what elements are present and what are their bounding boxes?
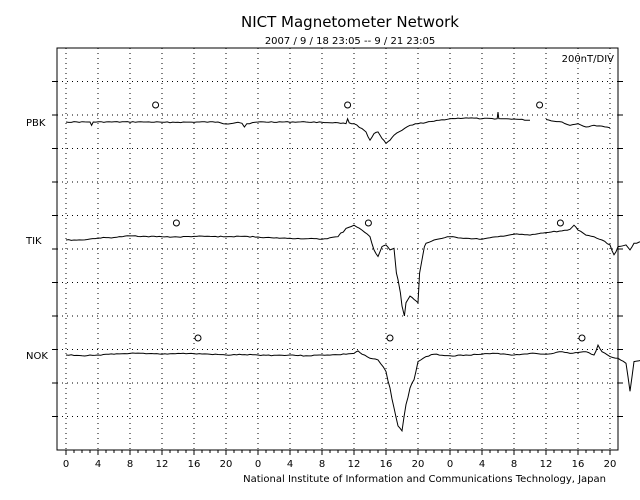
marker-tik — [172, 219, 180, 227]
x-tick-label: 12 — [540, 459, 553, 470]
chart-subtitle: 2007 / 9 / 18 23:05 -- 9 / 21 23:05 — [265, 36, 435, 47]
marker-pbk — [344, 101, 352, 109]
x-axis: 0 4 8 12 16 20 0 4 8 12 16 20 0 4 8 12 16 20 — [63, 450, 617, 470]
scale-label: 200nT/DIV — [562, 54, 615, 65]
marker-tik — [556, 219, 564, 227]
x-tick-label: 12 — [156, 459, 169, 470]
marker-pbk — [536, 101, 544, 109]
x-tick-label: 4 — [95, 459, 101, 470]
trace-nok — [65, 343, 640, 433]
station-label-pbk: PBK — [26, 118, 46, 129]
traces — [65, 112, 640, 433]
x-tick-label: 16 — [572, 459, 585, 470]
marker-tik — [364, 219, 372, 227]
marker-pbk — [152, 101, 160, 109]
x-tick-label: 0 — [255, 459, 261, 470]
x-tick-label: 20 — [220, 459, 233, 470]
x-tick-label: 4 — [287, 459, 293, 470]
x-tick-label: 8 — [127, 459, 133, 470]
x-tick-label: 4 — [479, 459, 485, 470]
chart-title: NICT Magnetometer Network — [241, 13, 459, 31]
x-tick-label: 12 — [348, 459, 361, 470]
x-tick-label: 16 — [380, 459, 393, 470]
x-tick-label: 0 — [447, 459, 453, 470]
x-tick-label: 8 — [319, 459, 325, 470]
x-tick-label: 16 — [188, 459, 201, 470]
x-tick-label: 20 — [604, 459, 617, 470]
marker-nok — [386, 334, 394, 342]
grid — [52, 48, 623, 450]
marker-nok — [578, 334, 586, 342]
station-label-nok: NOK — [26, 351, 48, 362]
x-tick-label: 8 — [511, 459, 517, 470]
trace-tik — [65, 224, 640, 317]
trace-pbk — [65, 112, 611, 145]
station-labels: PBK TIK NOK — [25, 118, 48, 362]
markers — [152, 101, 586, 342]
x-tick-label: 0 — [63, 459, 69, 470]
station-label-tik: TIK — [25, 236, 42, 247]
x-tick-label: 20 — [412, 459, 425, 470]
marker-nok — [194, 334, 202, 342]
credit-text: National Institute of Information and Co… — [243, 474, 606, 485]
